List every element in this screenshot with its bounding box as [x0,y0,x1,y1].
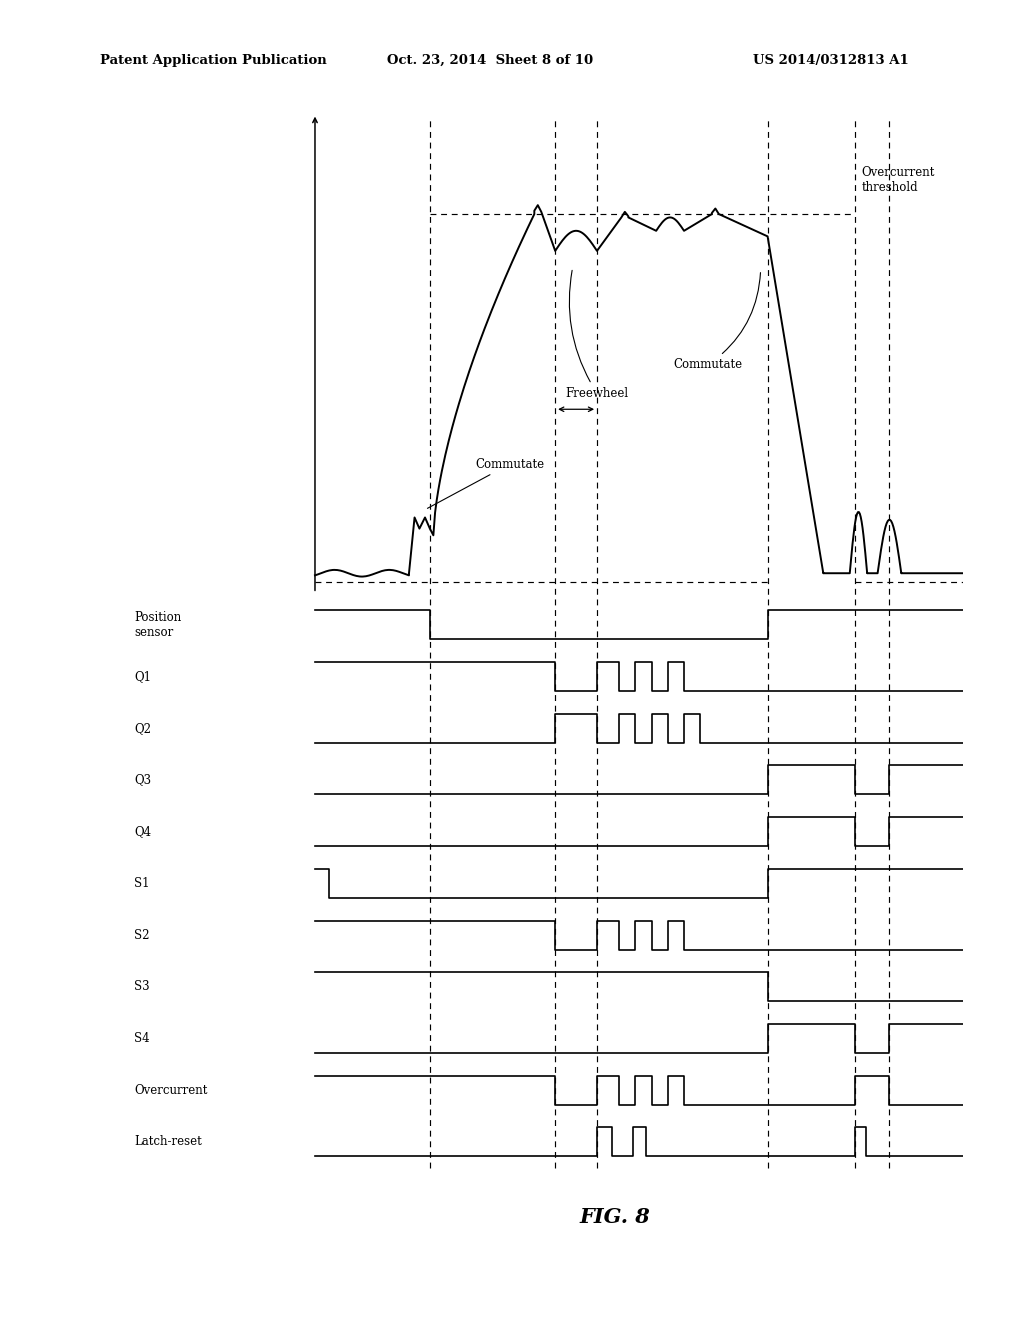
Text: US 2014/0312813 A1: US 2014/0312813 A1 [753,54,908,67]
Text: Overcurrent
threshold: Overcurrent threshold [861,166,935,194]
Text: Q1: Q1 [134,671,151,682]
Text: Q4: Q4 [134,825,152,838]
Text: Q3: Q3 [134,774,152,787]
Text: FIG. 8: FIG. 8 [579,1206,650,1226]
Text: Commutate: Commutate [427,458,545,508]
Text: S3: S3 [134,981,150,993]
Text: Latch-reset: Latch-reset [134,1135,202,1148]
Text: S2: S2 [134,928,150,941]
Text: Position
sensor: Position sensor [134,611,181,639]
Text: Freewheel: Freewheel [565,271,629,400]
Text: Commutate: Commutate [674,273,761,371]
Text: Overcurrent: Overcurrent [134,1084,207,1097]
Text: Q2: Q2 [134,722,151,735]
Text: Oct. 23, 2014  Sheet 8 of 10: Oct. 23, 2014 Sheet 8 of 10 [387,54,593,67]
Text: S4: S4 [134,1032,150,1045]
Text: S1: S1 [134,876,150,890]
Text: Patent Application Publication: Patent Application Publication [100,54,327,67]
